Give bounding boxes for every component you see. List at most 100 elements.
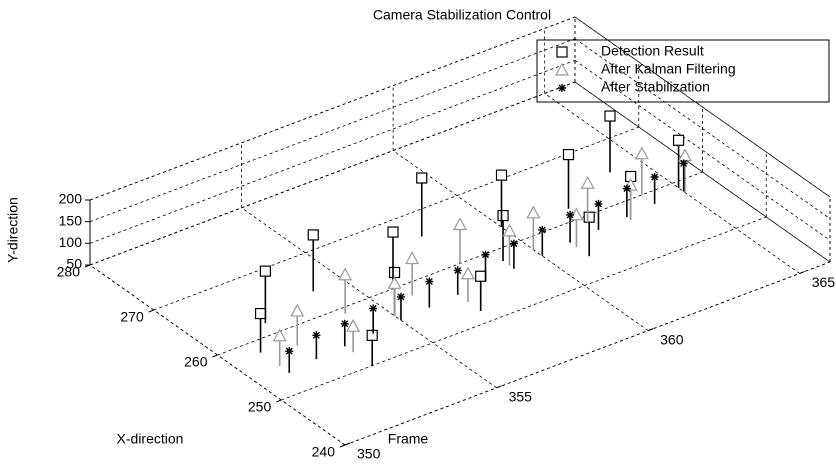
triangle-marker <box>346 318 361 332</box>
triangle-marker <box>452 217 468 231</box>
legend-label: After Kalman Filtering <box>601 61 736 77</box>
y-tick-label: 270 <box>120 309 144 325</box>
data-point <box>290 303 305 346</box>
star-marker <box>566 210 575 219</box>
data-point <box>495 169 508 228</box>
data-point <box>387 276 402 316</box>
data-point <box>502 223 517 266</box>
data-point <box>562 148 575 209</box>
x-tick <box>799 270 805 274</box>
star-marker <box>481 250 490 259</box>
square-marker <box>672 134 685 146</box>
triangle-marker <box>338 267 353 281</box>
square-marker <box>259 265 271 277</box>
legend-item: After Stabilization <box>558 79 710 95</box>
y-tick-label: 250 <box>248 399 272 415</box>
triangle-marker <box>634 146 649 160</box>
data-point <box>604 110 616 173</box>
chart-title: Camera Stabilization Control <box>373 7 551 23</box>
y-tick <box>148 309 154 313</box>
data-point <box>538 225 547 256</box>
triangle-marker <box>387 276 402 289</box>
square-marker <box>307 229 319 241</box>
triangle-marker <box>405 251 420 265</box>
square-marker <box>388 266 401 279</box>
data-point <box>285 347 294 373</box>
data-point <box>497 209 509 262</box>
square-marker <box>495 169 508 181</box>
triangle-marker <box>677 148 692 162</box>
data-point <box>634 146 649 195</box>
grid-line <box>89 38 576 223</box>
data-point <box>583 211 595 257</box>
x-tick-label: 360 <box>660 331 684 347</box>
z-tick-label: 200 <box>59 191 83 207</box>
data-point <box>405 251 420 296</box>
grid-line <box>392 150 649 331</box>
z-tick-label: 50 <box>66 256 82 272</box>
data-point <box>338 267 353 314</box>
data-point <box>346 318 361 353</box>
grid-line <box>574 81 831 263</box>
star-marker <box>285 347 294 356</box>
star-marker <box>396 292 405 301</box>
x-tick <box>496 385 502 389</box>
data-point <box>526 205 541 250</box>
data-point <box>425 277 434 308</box>
data-point <box>307 229 319 292</box>
data-point <box>416 172 428 237</box>
data-point <box>453 266 462 295</box>
x-tick-label: 350 <box>357 446 381 462</box>
grid-line <box>241 207 497 389</box>
grid-line <box>574 38 831 219</box>
grid-line <box>89 59 576 244</box>
z-tick-label: 100 <box>59 234 83 250</box>
grid-line <box>574 16 831 198</box>
grid-line <box>544 93 800 274</box>
data-point <box>272 328 287 367</box>
triangle-marker <box>460 266 475 280</box>
data-point <box>340 319 349 347</box>
data-point <box>679 159 688 192</box>
star-marker <box>594 199 603 208</box>
y-tick-label: 260 <box>184 354 208 370</box>
triangle-marker <box>554 62 570 76</box>
data-point <box>475 270 487 311</box>
triangle-marker <box>272 328 287 342</box>
square-marker <box>366 329 378 341</box>
star-marker <box>622 184 631 193</box>
square-marker <box>497 209 509 222</box>
y-axis-label: X-direction <box>117 431 184 447</box>
y-tick <box>276 399 282 403</box>
star-marker <box>453 266 462 275</box>
star-marker <box>312 331 321 340</box>
legend-item: After Kalman Filtering <box>554 61 736 77</box>
data-point <box>387 226 399 282</box>
triangle-marker <box>502 223 517 237</box>
data-point <box>481 250 490 282</box>
z-axis-label: Y-direction <box>5 197 21 263</box>
z-tick-label: 150 <box>59 212 83 228</box>
grid-line <box>89 16 576 201</box>
square-marker <box>387 226 399 238</box>
legend-label: Detection Result <box>601 43 704 59</box>
data-point <box>566 210 575 243</box>
star-marker <box>679 159 688 168</box>
legend-item: Detection Result <box>556 43 704 59</box>
data-point <box>259 265 271 324</box>
data-point <box>452 217 468 264</box>
star-marker <box>340 319 349 328</box>
x-tick <box>344 442 351 446</box>
square-marker <box>583 211 595 223</box>
data-point <box>580 175 595 223</box>
triangle-marker <box>580 175 595 189</box>
grid-line <box>281 216 767 401</box>
data-point <box>312 331 321 360</box>
data-point <box>254 307 267 353</box>
y-tick <box>339 444 346 448</box>
star-marker <box>558 84 566 92</box>
triangle-marker <box>290 303 305 317</box>
x-axis-label: Frame <box>388 431 429 447</box>
data-point <box>369 304 378 334</box>
